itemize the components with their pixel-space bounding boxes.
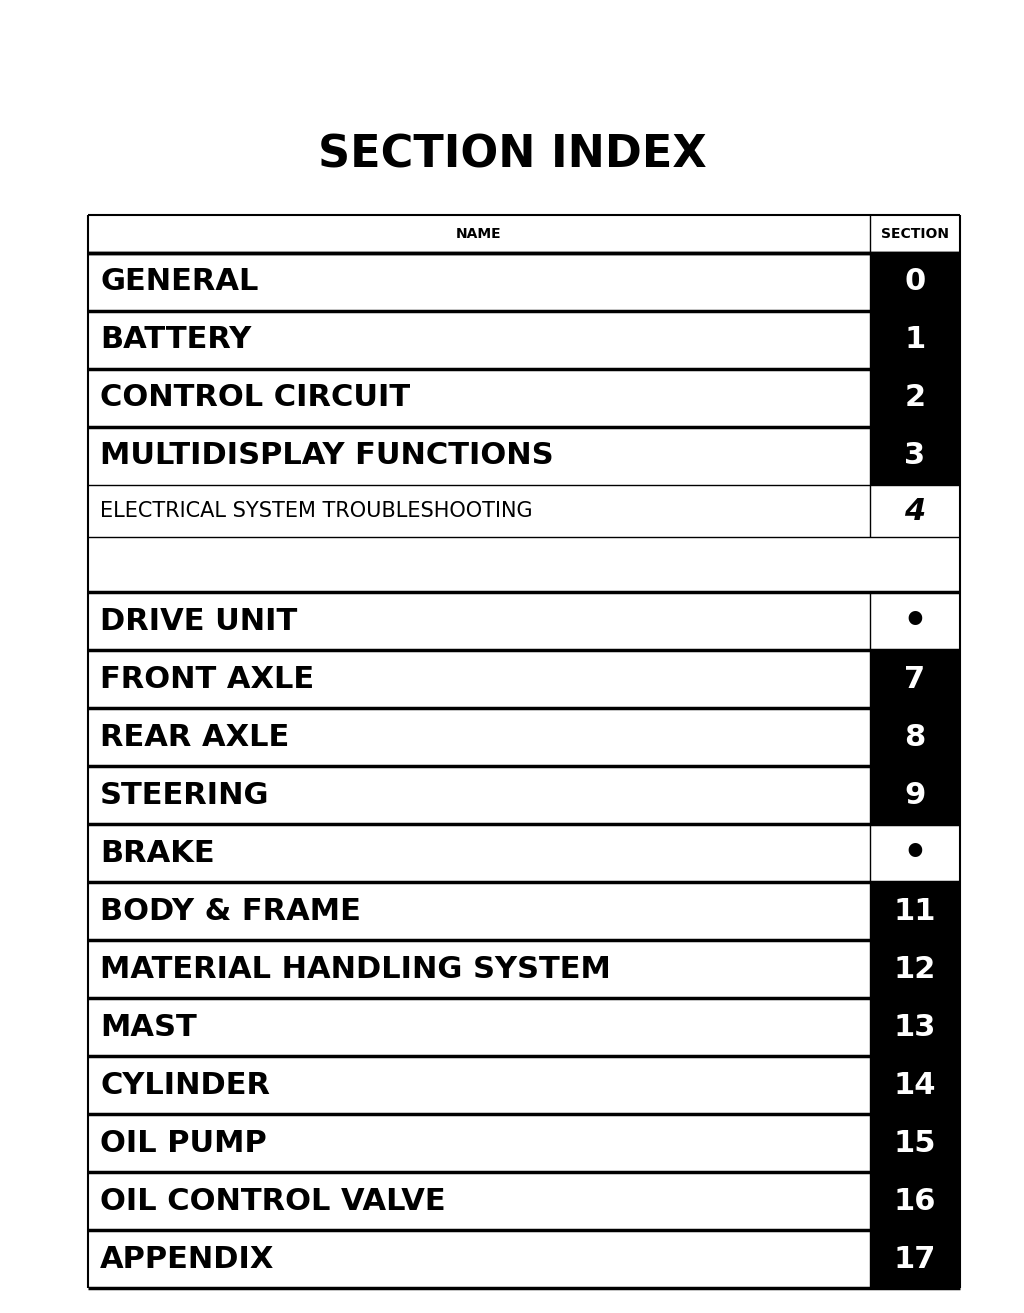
Text: OIL CONTROL VALVE: OIL CONTROL VALVE	[100, 1187, 445, 1216]
Text: 16: 16	[894, 1187, 936, 1216]
Text: 17: 17	[894, 1245, 936, 1274]
Bar	[870, 940, 961, 998]
Bar	[870, 882, 961, 940]
Text: 15: 15	[894, 1128, 936, 1158]
Text: CYLINDER: CYLINDER	[100, 1070, 270, 1099]
Text: 7: 7	[904, 664, 926, 693]
Text: APPENDIX: APPENDIX	[100, 1245, 274, 1274]
Text: 1: 1	[904, 326, 926, 355]
Text: FRONT AXLE: FRONT AXLE	[100, 664, 314, 693]
Text: ELECTRICAL SYSTEM TROUBLESHOOTING: ELECTRICAL SYSTEM TROUBLESHOOTING	[100, 502, 532, 521]
Text: 4: 4	[904, 496, 926, 525]
Bar	[870, 253, 961, 311]
Text: MULTIDISPLAY FUNCTIONS: MULTIDISPLAY FUNCTIONS	[100, 441, 554, 470]
Bar	[870, 1230, 961, 1288]
Text: 14: 14	[894, 1070, 936, 1099]
Text: 3: 3	[904, 441, 926, 470]
Text: BATTERY: BATTERY	[100, 326, 251, 355]
Bar	[870, 765, 961, 825]
Text: NAME: NAME	[456, 227, 502, 242]
Text: SECTION INDEX: SECTION INDEX	[317, 134, 707, 176]
Text: MATERIAL HANDLING SYSTEM: MATERIAL HANDLING SYSTEM	[100, 955, 611, 983]
Text: GENERAL: GENERAL	[100, 268, 258, 297]
Text: DRIVE UNIT: DRIVE UNIT	[100, 607, 297, 635]
Text: 9: 9	[904, 780, 926, 810]
Text: 8: 8	[904, 722, 926, 751]
Text: •: •	[902, 601, 928, 639]
Bar	[870, 427, 961, 484]
Text: 0: 0	[904, 268, 926, 297]
Bar	[870, 369, 961, 427]
Text: REAR AXLE: REAR AXLE	[100, 722, 289, 751]
Text: •: •	[902, 834, 928, 872]
Bar	[870, 1113, 961, 1173]
Text: 12: 12	[894, 955, 936, 983]
Text: STEERING: STEERING	[100, 780, 269, 810]
Text: BODY & FRAME: BODY & FRAME	[100, 897, 360, 926]
Bar	[870, 998, 961, 1056]
Bar	[870, 1056, 961, 1113]
Text: 2: 2	[904, 383, 926, 412]
Bar	[870, 650, 961, 708]
Text: BRAKE: BRAKE	[100, 839, 215, 868]
Bar	[870, 311, 961, 369]
Text: SECTION: SECTION	[881, 227, 949, 242]
Text: CONTROL CIRCUIT: CONTROL CIRCUIT	[100, 383, 411, 412]
Bar	[870, 1173, 961, 1230]
Bar	[870, 708, 961, 765]
Text: OIL PUMP: OIL PUMP	[100, 1128, 266, 1158]
Text: 11: 11	[894, 897, 936, 926]
Text: MAST: MAST	[100, 1012, 197, 1041]
Text: 13: 13	[894, 1012, 936, 1041]
